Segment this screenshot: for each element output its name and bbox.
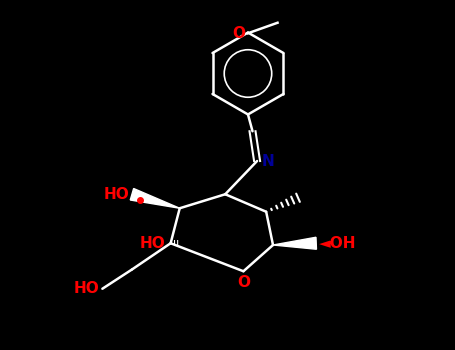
Polygon shape: [273, 237, 317, 249]
Text: HO: HO: [103, 187, 129, 202]
Polygon shape: [130, 189, 180, 208]
Text: N: N: [262, 154, 275, 168]
Text: ◄OH: ◄OH: [319, 236, 357, 251]
Text: O: O: [237, 275, 250, 290]
Text: HO: HO: [140, 236, 166, 251]
Text: HO: HO: [74, 281, 99, 296]
Text: O: O: [232, 26, 245, 41]
Text: ıı: ıı: [172, 238, 179, 248]
